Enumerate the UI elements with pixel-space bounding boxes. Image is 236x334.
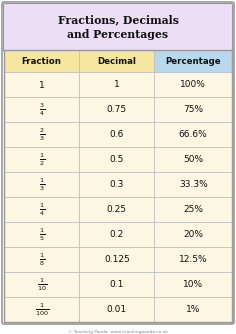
Bar: [79, 147, 155, 172]
Text: $\frac{1}{5}$: $\frac{1}{5}$: [39, 226, 45, 243]
Bar: [4, 247, 79, 272]
Bar: [79, 222, 155, 247]
Bar: [155, 272, 232, 297]
Text: 33.3̇%: 33.3̇%: [179, 180, 208, 189]
Text: 0.6̇: 0.6̇: [110, 130, 124, 139]
Bar: [155, 72, 232, 97]
Bar: [155, 297, 232, 322]
Bar: [155, 122, 232, 147]
Bar: [155, 172, 232, 197]
Text: 0.125: 0.125: [104, 255, 130, 264]
Text: © Teaching Panda  www.teachingpanda.co.uk: © Teaching Panda www.teachingpanda.co.uk: [68, 330, 168, 334]
Text: 0.1: 0.1: [110, 280, 124, 289]
Text: $\frac{3}{4}$: $\frac{3}{4}$: [39, 101, 45, 118]
Bar: [155, 222, 232, 247]
Text: Fraction: Fraction: [22, 56, 62, 65]
Bar: [155, 197, 232, 222]
Text: 66.6̇%: 66.6̇%: [179, 130, 208, 139]
Bar: [79, 97, 155, 122]
Text: 0.25: 0.25: [107, 205, 127, 214]
Text: 25%: 25%: [183, 205, 203, 214]
Bar: [4, 97, 79, 122]
Bar: [4, 172, 79, 197]
Bar: [79, 72, 155, 97]
Text: 12.5%: 12.5%: [179, 255, 207, 264]
Bar: [4, 197, 79, 222]
Text: 20%: 20%: [183, 230, 203, 239]
Text: 0.5: 0.5: [110, 155, 124, 164]
Text: $\frac{1}{8}$: $\frac{1}{8}$: [39, 251, 45, 268]
Bar: [4, 122, 79, 147]
Bar: [4, 147, 79, 172]
Bar: [4, 272, 79, 297]
Bar: [79, 247, 155, 272]
Text: Decimal: Decimal: [97, 56, 136, 65]
Text: 0.3̇: 0.3̇: [110, 180, 124, 189]
Bar: [79, 172, 155, 197]
Bar: [4, 297, 79, 322]
Bar: [155, 247, 232, 272]
Text: 0.2: 0.2: [110, 230, 124, 239]
Text: Percentage: Percentage: [165, 56, 221, 65]
Text: $\frac{1}{100}$: $\frac{1}{100}$: [35, 301, 49, 318]
FancyBboxPatch shape: [2, 2, 234, 324]
Bar: [4, 50, 79, 72]
Bar: [4, 50, 232, 322]
Text: $\frac{1}{2}$: $\frac{1}{2}$: [39, 151, 45, 168]
Bar: [4, 72, 79, 97]
Bar: [79, 297, 155, 322]
Text: Fractions, Decimals
and Percentages: Fractions, Decimals and Percentages: [58, 14, 178, 40]
Bar: [155, 97, 232, 122]
Text: 75%: 75%: [183, 105, 203, 114]
Text: $\frac{1}{4}$: $\frac{1}{4}$: [39, 201, 45, 218]
Text: $\frac{2}{3}$: $\frac{2}{3}$: [39, 126, 45, 143]
Text: 50%: 50%: [183, 155, 203, 164]
Text: $\frac{1}{3}$: $\frac{1}{3}$: [39, 176, 45, 193]
Text: 0.01: 0.01: [107, 305, 127, 314]
Bar: [79, 122, 155, 147]
Bar: [79, 272, 155, 297]
Text: $\frac{1}{10}$: $\frac{1}{10}$: [37, 276, 47, 293]
FancyBboxPatch shape: [4, 3, 232, 51]
Text: 10%: 10%: [183, 280, 203, 289]
Text: 1%: 1%: [186, 305, 200, 314]
Text: 1: 1: [114, 80, 120, 89]
Text: 0.75: 0.75: [107, 105, 127, 114]
Bar: [79, 50, 155, 72]
Text: $1$: $1$: [38, 79, 45, 90]
Bar: [79, 197, 155, 222]
Bar: [4, 222, 79, 247]
Text: 100%: 100%: [180, 80, 206, 89]
Bar: [155, 50, 232, 72]
Bar: [155, 147, 232, 172]
